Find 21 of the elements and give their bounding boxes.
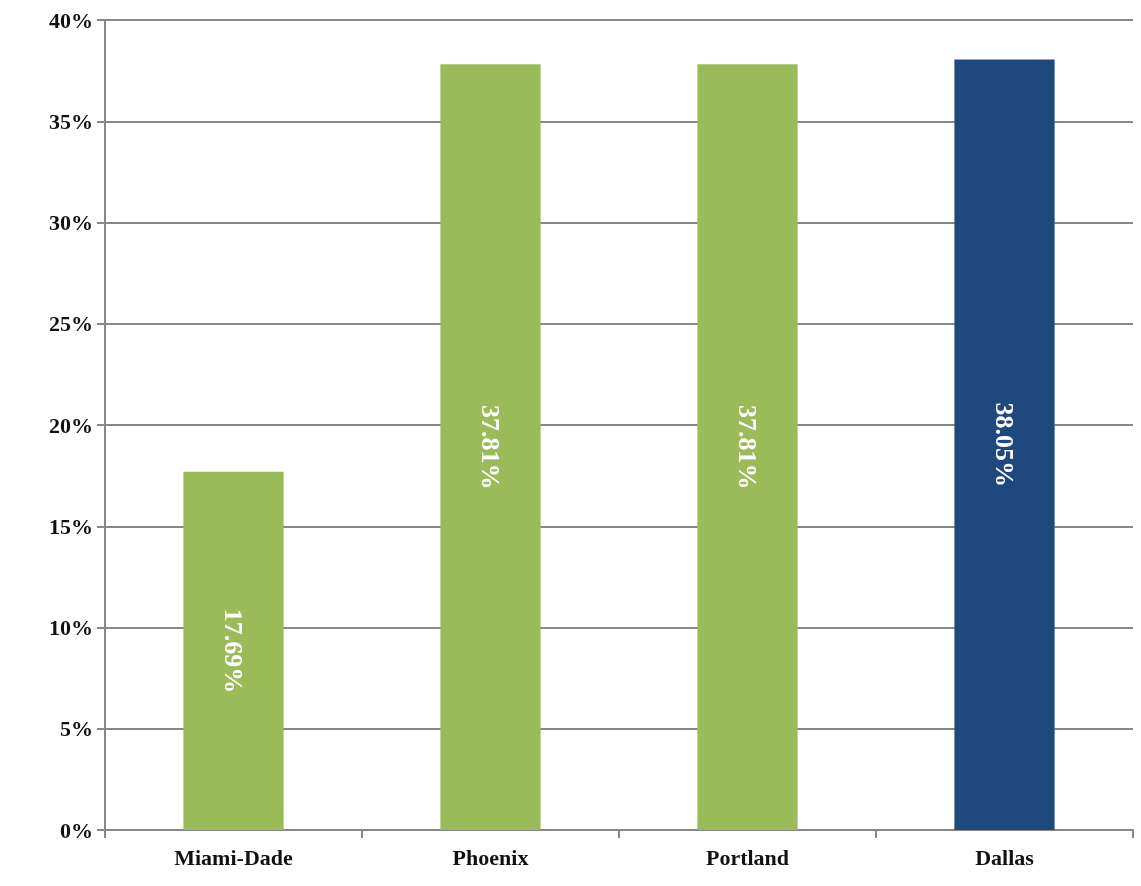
data-label: 37.81% [476, 404, 505, 490]
data-label: 37.81% [733, 404, 762, 490]
y-tick-label: 10% [49, 615, 93, 640]
bar [697, 64, 798, 830]
bar [440, 64, 541, 830]
y-tick-label: 35% [49, 108, 93, 134]
x-tick-label: Phoenix [452, 844, 529, 870]
x-tick-label: Portland [705, 844, 790, 870]
y-tick-label: 25% [49, 311, 93, 337]
y-tick-label: 20% [49, 412, 93, 438]
data-label: 17.69% [219, 608, 248, 694]
bar [954, 59, 1055, 830]
data-label: 38.05% [990, 402, 1019, 487]
y-tick-label: 15% [49, 513, 93, 539]
y-tick-label: 0% [60, 817, 93, 843]
bar [183, 471, 284, 830]
x-tick-label: Miami-Dade [174, 844, 293, 870]
x-tick-label: Dallas [975, 844, 1035, 870]
y-tick-label: 5% [60, 716, 93, 742]
y-tick-label: 40% [49, 7, 93, 33]
y-tick-label: 30% [49, 210, 93, 235]
